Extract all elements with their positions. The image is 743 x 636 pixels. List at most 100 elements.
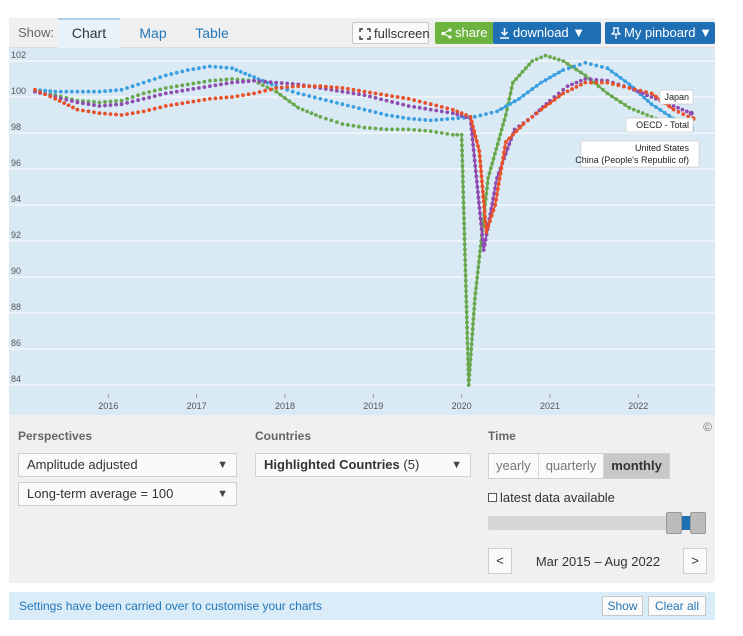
data-point xyxy=(530,87,535,91)
slider-start-handle[interactable] xyxy=(665,512,682,534)
pinboard-label: My pinboard ▼ xyxy=(624,25,713,40)
data-point xyxy=(474,174,479,179)
share-button[interactable]: share xyxy=(435,22,494,44)
data-point xyxy=(491,208,496,213)
data-point xyxy=(483,197,488,201)
data-point xyxy=(81,89,85,94)
data-point xyxy=(465,351,470,356)
data-point xyxy=(268,80,273,85)
data-point xyxy=(461,195,466,200)
data-point xyxy=(103,89,107,94)
data-point xyxy=(92,103,96,107)
data-point xyxy=(491,196,496,201)
data-point xyxy=(307,94,312,98)
data-point xyxy=(480,184,485,189)
amplitude-select[interactable]: Amplitude adjusted ▼ xyxy=(18,453,237,477)
data-point xyxy=(473,134,478,139)
data-point xyxy=(323,98,328,103)
data-point xyxy=(588,62,593,67)
data-point xyxy=(312,95,317,100)
data-point xyxy=(69,99,74,103)
longterm-select[interactable]: Long-term average = 100 ▼ xyxy=(18,482,237,506)
frequency-monthly[interactable]: monthly xyxy=(604,454,669,478)
countries-select[interactable]: Highlighted Countries (5) ▼ xyxy=(255,453,471,477)
data-point xyxy=(185,68,190,72)
data-point xyxy=(501,155,506,160)
data-point xyxy=(224,95,229,100)
data-point xyxy=(473,169,478,174)
data-point xyxy=(548,75,552,80)
data-point xyxy=(474,280,479,285)
data-point xyxy=(485,181,490,186)
data-point xyxy=(351,105,356,109)
data-point xyxy=(384,113,389,117)
data-point xyxy=(477,154,482,158)
previous-period-button[interactable]: < xyxy=(488,548,512,574)
data-point xyxy=(62,101,67,106)
latest-data-checkbox[interactable] xyxy=(488,493,497,502)
data-point xyxy=(340,122,345,126)
frequency-yearly[interactable]: yearly xyxy=(489,454,539,478)
data-point xyxy=(525,118,530,123)
data-point xyxy=(406,116,411,121)
data-point xyxy=(136,82,141,87)
data-point xyxy=(423,128,428,133)
data-point xyxy=(428,107,433,112)
data-point xyxy=(108,88,113,93)
data-point xyxy=(219,78,223,82)
data-point xyxy=(357,106,361,111)
data-point xyxy=(667,104,672,109)
data-point xyxy=(235,94,240,98)
tab-chart[interactable]: Chart xyxy=(58,18,120,48)
data-point xyxy=(556,70,561,75)
data-point xyxy=(489,213,494,218)
data-point xyxy=(478,216,483,221)
clear-all-button[interactable]: Clear all xyxy=(648,596,706,616)
latest-data-option[interactable]: latest data available xyxy=(488,490,615,505)
data-point xyxy=(362,125,367,130)
data-point xyxy=(234,68,239,72)
data-point xyxy=(461,185,466,189)
data-point xyxy=(583,77,588,81)
data-point xyxy=(464,310,469,314)
data-point xyxy=(627,86,632,90)
data-point xyxy=(434,108,439,113)
pinboard-button[interactable]: My pinboard ▼ xyxy=(605,22,715,44)
time-range-slider[interactable] xyxy=(488,512,706,534)
data-point xyxy=(507,136,512,141)
tab-table[interactable]: Table xyxy=(195,25,229,41)
data-point xyxy=(633,87,637,92)
data-point xyxy=(490,201,495,206)
data-point xyxy=(599,80,604,85)
data-point xyxy=(478,211,482,216)
slider-end-handle[interactable] xyxy=(690,512,706,534)
next-period-button[interactable]: > xyxy=(683,548,707,574)
data-point xyxy=(484,191,489,196)
data-point xyxy=(539,55,544,60)
data-point xyxy=(530,59,535,63)
data-point xyxy=(583,80,588,85)
data-point xyxy=(346,123,350,127)
data-point xyxy=(368,94,372,99)
data-point xyxy=(329,118,334,123)
data-point xyxy=(517,73,522,78)
data-point xyxy=(475,185,480,189)
tab-map[interactable]: Map xyxy=(139,25,167,41)
data-point xyxy=(605,80,610,85)
download-button[interactable]: download ▼ xyxy=(493,22,601,44)
data-point xyxy=(252,91,256,96)
data-point xyxy=(561,87,566,92)
frequency-quarterly[interactable]: quarterly xyxy=(538,454,605,478)
data-point xyxy=(466,383,471,387)
data-point xyxy=(103,103,107,108)
data-point xyxy=(459,114,464,118)
data-point xyxy=(362,93,367,98)
data-point xyxy=(638,88,643,93)
data-point xyxy=(368,109,372,113)
countries-count: (5) xyxy=(403,457,420,472)
data-point xyxy=(495,192,499,197)
data-point xyxy=(434,103,439,108)
show-settings-button[interactable]: Show xyxy=(602,596,643,616)
fullscreen-button[interactable]: fullscreen xyxy=(352,22,430,44)
data-point xyxy=(450,107,455,112)
